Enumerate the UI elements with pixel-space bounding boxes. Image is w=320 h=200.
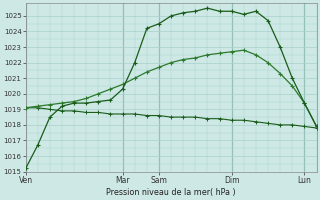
X-axis label: Pression niveau de la mer( hPa ): Pression niveau de la mer( hPa ) <box>106 188 236 197</box>
